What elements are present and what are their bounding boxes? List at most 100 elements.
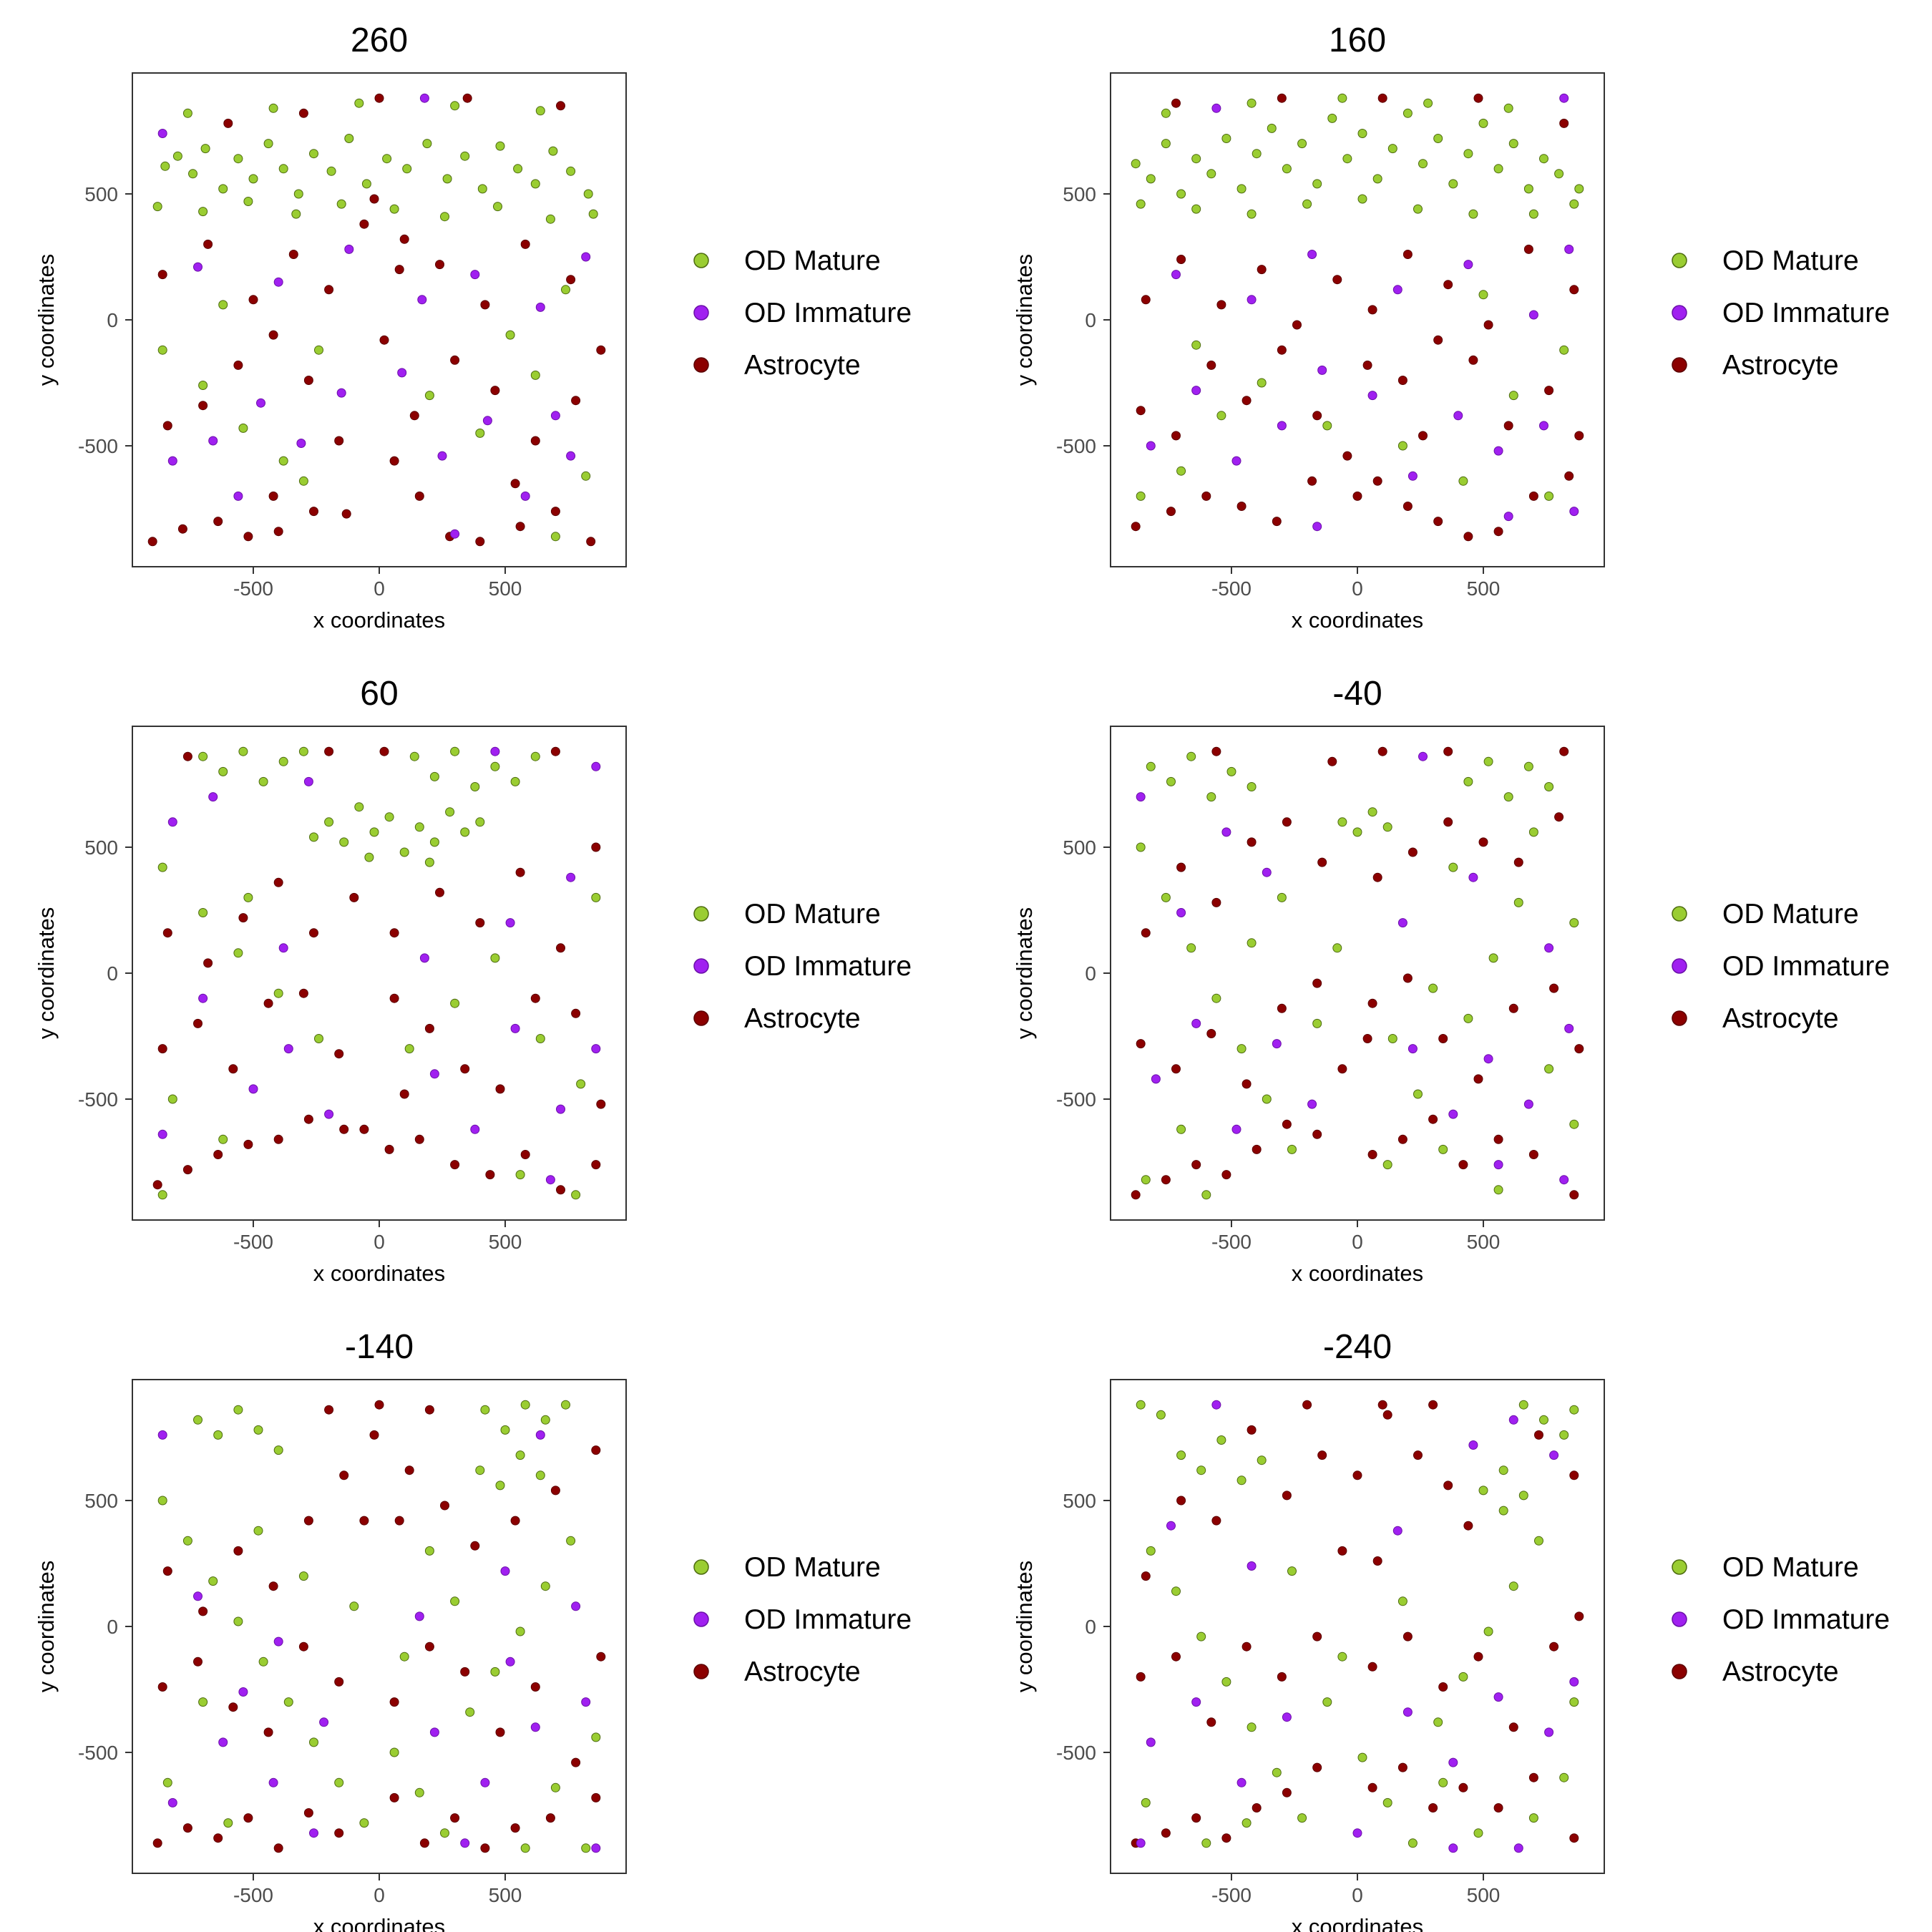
data-point-astrocyte [1171, 431, 1181, 441]
data-point-od-mature [1539, 1415, 1548, 1425]
data-point-od-mature [450, 101, 460, 111]
data-point-astrocyte [510, 1516, 520, 1526]
data-point-od-mature [188, 169, 197, 179]
data-point-astrocyte [1433, 517, 1443, 527]
data-point-od-mature [1478, 1485, 1488, 1496]
data-point-od-mature [409, 751, 419, 761]
data-point-od-immature [520, 491, 530, 501]
legend-swatch-od-immature [693, 1611, 709, 1627]
legend-swatch-od-mature [1672, 906, 1687, 922]
data-point-astrocyte [1332, 275, 1342, 285]
y-tick-label: 500 [84, 1490, 118, 1512]
data-point-od-mature [1523, 761, 1533, 771]
data-point-astrocyte [556, 1185, 565, 1195]
data-point-astrocyte [1252, 1144, 1262, 1154]
data-point-astrocyte [324, 746, 334, 756]
data-point-od-mature [515, 1170, 525, 1180]
chart-title: -140 [345, 1328, 414, 1366]
legend-swatch-od-immature [693, 958, 709, 974]
data-point-od-mature [243, 892, 253, 902]
data-point-od-mature [309, 1737, 318, 1747]
legend-swatch-astrocyte [1672, 357, 1687, 373]
data-point-od-mature [480, 1405, 490, 1415]
data-point-od-mature [440, 1828, 449, 1838]
legend-label: OD Immature [744, 1604, 912, 1635]
data-point-od-mature [1503, 103, 1513, 113]
data-point-astrocyte [1171, 98, 1181, 108]
x-tick-label: 0 [374, 1884, 385, 1906]
data-point-astrocyte [162, 1566, 172, 1576]
legend-label: Astrocyte [744, 350, 861, 381]
data-point-od-mature [1312, 179, 1322, 189]
data-point-astrocyte [334, 1677, 344, 1687]
legend-label: OD Immature [1722, 298, 1890, 328]
data-point-od-mature [1418, 159, 1428, 169]
data-point-astrocyte [157, 1682, 167, 1692]
data-point-od-mature [1508, 391, 1518, 401]
data-point-od-mature [233, 154, 243, 164]
data-point-od-mature [1528, 827, 1538, 837]
data-point-od-mature [193, 1415, 203, 1425]
data-point-od-mature [218, 1134, 228, 1144]
data-point-od-mature [402, 164, 412, 174]
data-point-astrocyte [273, 1134, 283, 1144]
data-point-astrocyte [203, 239, 213, 249]
data-point-od-mature [1463, 1013, 1473, 1023]
data-point-od-mature [1191, 154, 1201, 164]
data-point-od-immature [535, 1430, 545, 1440]
data-point-astrocyte [1443, 1480, 1453, 1491]
data-point-astrocyte [450, 355, 460, 365]
data-point-od-mature [1413, 204, 1423, 214]
legend-label: OD Mature [744, 1552, 881, 1583]
data-point-astrocyte [414, 1134, 424, 1144]
data-point-od-mature [233, 1616, 243, 1626]
data-point-od-mature [1337, 1652, 1347, 1662]
data-point-od-mature [1262, 1094, 1272, 1104]
data-point-od-immature [1146, 441, 1156, 451]
data-point-od-mature [1352, 827, 1362, 837]
data-point-od-mature [1186, 943, 1196, 953]
data-point-od-mature [1246, 98, 1257, 108]
data-point-od-mature [1282, 164, 1292, 174]
x-axis-label: x coordinates [1292, 1914, 1423, 1932]
data-point-od-mature [389, 1747, 399, 1757]
plot-frame [132, 1379, 627, 1874]
data-point-od-mature [1337, 93, 1347, 103]
data-point-od-mature [515, 1450, 525, 1460]
data-point-astrocyte [1161, 1828, 1171, 1838]
data-point-od-mature [493, 202, 502, 212]
y-tick-label: 500 [84, 183, 118, 205]
data-point-astrocyte [1352, 491, 1362, 501]
data-point-od-immature [1171, 270, 1181, 280]
data-point-od-mature [1206, 792, 1216, 802]
data-point-astrocyte [389, 928, 399, 938]
y-axis-label: y coordinates [34, 1561, 59, 1692]
data-point-od-immature [1448, 1757, 1458, 1767]
data-point-od-immature [208, 436, 218, 446]
data-point-od-mature [495, 1480, 505, 1491]
data-point-od-immature [470, 1124, 480, 1134]
data-point-od-immature [571, 1601, 581, 1611]
data-point-od-mature [460, 827, 470, 837]
data-point-od-immature [1418, 751, 1428, 761]
data-point-od-mature [1322, 1697, 1332, 1707]
data-point-astrocyte [359, 1516, 369, 1526]
legend-swatch-od-immature [1672, 958, 1687, 974]
data-point-astrocyte [424, 1641, 434, 1652]
data-point-od-mature [1458, 1672, 1468, 1682]
legend: OD Mature OD Immature Astrocyte [1672, 899, 1890, 1034]
legend-swatch-od-mature [1672, 1559, 1687, 1575]
data-point-astrocyte [460, 1667, 470, 1677]
data-point-od-mature [1297, 139, 1307, 149]
data-point-astrocyte [480, 300, 490, 310]
data-point-od-mature [1433, 1717, 1443, 1727]
data-point-astrocyte [571, 396, 581, 406]
data-point-astrocyte [1362, 360, 1372, 370]
data-point-astrocyte [1131, 1190, 1141, 1200]
data-point-astrocyte [515, 522, 525, 532]
data-point-astrocyte [349, 892, 359, 902]
data-point-od-immature [1559, 1175, 1569, 1185]
data-point-od-mature [1297, 1813, 1307, 1823]
data-point-od-mature [1131, 159, 1141, 169]
data-point-od-immature [296, 439, 306, 448]
